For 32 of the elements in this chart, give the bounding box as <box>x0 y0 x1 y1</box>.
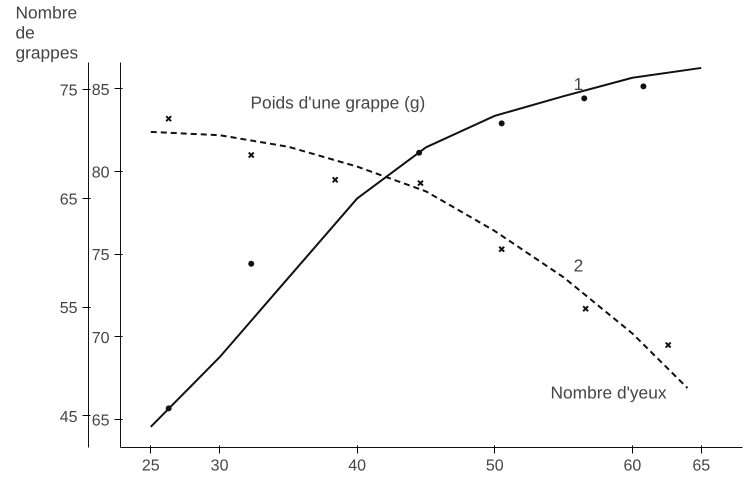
point <box>498 120 505 126</box>
point <box>498 246 506 253</box>
y2-tick-label: 45 <box>60 408 78 426</box>
x-tick-label: 40 <box>348 458 366 474</box>
point <box>664 342 672 349</box>
series-label: 1 <box>574 74 584 94</box>
y2-tick-label: 55 <box>60 300 78 318</box>
point <box>248 260 254 267</box>
series-label: 2 <box>574 255 584 276</box>
point <box>165 115 172 122</box>
x-axis-title: Nombre d'yeux <box>550 382 667 402</box>
y2-tick-label: 65 <box>60 191 78 208</box>
point <box>581 95 588 102</box>
point <box>640 83 646 90</box>
y-tick-label: 80 <box>92 164 110 182</box>
y-tick-label: 75 <box>92 247 110 264</box>
x-tick-label: 30 <box>210 458 229 474</box>
y-tick-label: 70 <box>92 330 110 347</box>
y2-axis-title: Nombre de grappes <box>16 2 78 62</box>
x-tick-label: 50 <box>486 458 504 474</box>
line-series <box>150 66 702 428</box>
y-axis-title: Poids d'une grappe (g) <box>250 92 426 112</box>
point <box>417 180 424 187</box>
point <box>248 152 255 159</box>
point <box>332 176 339 184</box>
x-tick-label: 65 <box>692 458 710 474</box>
point <box>582 305 590 312</box>
y-tick-label: 85 <box>92 82 110 99</box>
x-tick-label: 60 <box>624 458 642 474</box>
y2-tick-label: 75 <box>60 82 78 100</box>
y-tick-label: 65 <box>92 412 110 430</box>
x-tick-label: 25 <box>142 458 160 474</box>
